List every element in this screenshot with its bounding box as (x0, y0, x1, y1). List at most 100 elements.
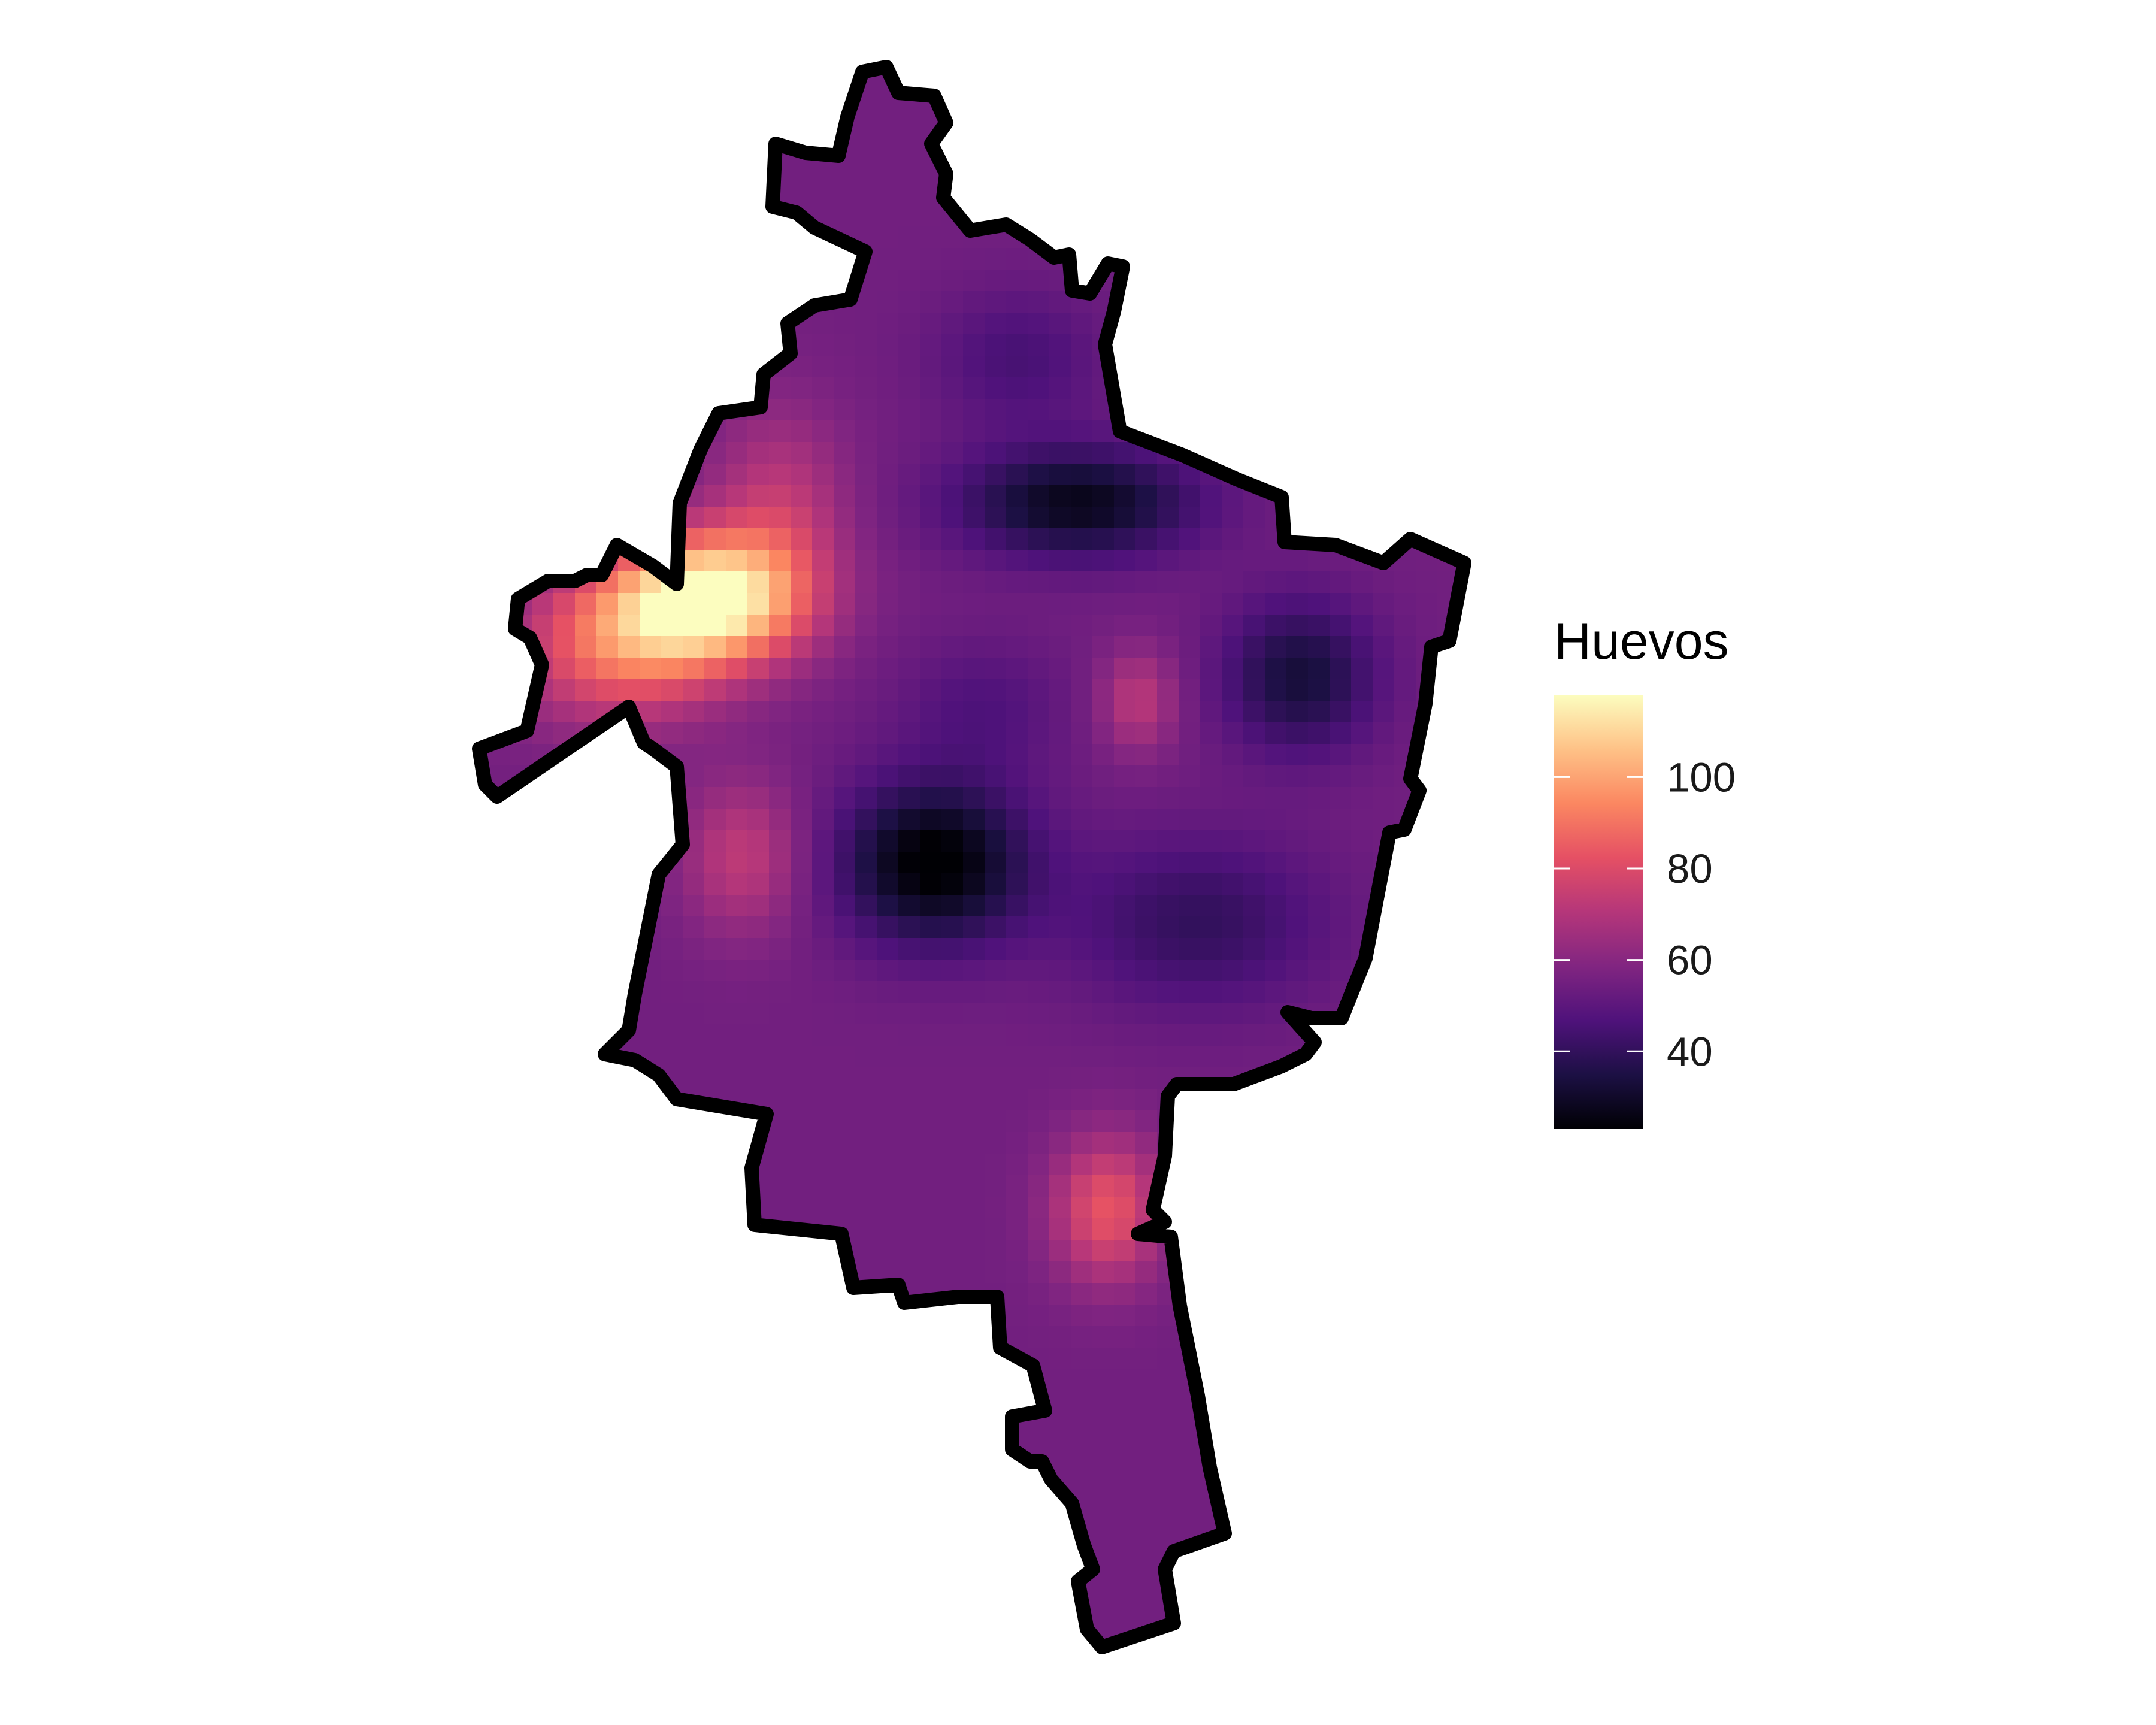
heatmap-cell (618, 1455, 640, 1478)
heatmap-cell (575, 183, 597, 205)
heatmap-cell (1028, 1240, 1050, 1262)
heatmap-cell (812, 248, 834, 270)
heatmap-cell (1459, 744, 1464, 766)
heatmap-cell (1308, 550, 1330, 572)
heatmap-cell (1006, 528, 1028, 550)
heatmap-cell (812, 852, 834, 874)
heatmap-cell (791, 485, 813, 507)
heatmap-cell (1179, 895, 1201, 917)
heatmap-cell (1114, 765, 1136, 788)
heatmap-cell (1006, 1477, 1028, 1499)
heatmap-cell (769, 1650, 791, 1672)
heatmap-cell (575, 895, 597, 917)
heatmap-cell (920, 744, 942, 766)
heatmap-cell (1394, 162, 1416, 184)
heatmap-cell (1394, 1628, 1416, 1647)
heatmap-cell (661, 679, 683, 701)
heatmap-cell (1394, 75, 1416, 98)
heatmap-cell (1222, 75, 1244, 98)
heatmap-cell (1028, 787, 1050, 809)
heatmap-cell (1028, 420, 1050, 443)
heatmap-cell (1373, 1520, 1395, 1542)
heatmap-cell (479, 593, 489, 615)
heatmap-cell (1222, 1132, 1244, 1154)
heatmap-cell (575, 1046, 597, 1068)
heatmap-cell (553, 1348, 576, 1370)
heatmap-cell (510, 1283, 532, 1305)
heatmap-cell (479, 1585, 489, 1607)
heatmap-cell (479, 1391, 489, 1413)
heatmap-cell (791, 1283, 813, 1305)
heatmap-cell (877, 119, 899, 141)
heatmap-cell (1286, 744, 1309, 766)
heatmap-cell (1157, 1520, 1179, 1542)
heatmap-cell (640, 226, 662, 249)
heatmap-cell (769, 916, 791, 939)
heatmap-cell (596, 1606, 619, 1629)
heatmap-cell (1265, 1218, 1287, 1240)
heatmap-cell (640, 97, 662, 119)
heatmap-cell (834, 528, 856, 550)
heatmap-cell (1459, 1240, 1464, 1262)
heatmap-cell (1092, 183, 1115, 205)
heatmap-cell (1330, 1218, 1352, 1240)
heatmap-cell (1373, 507, 1395, 529)
heatmap-cell (1157, 1391, 1179, 1413)
heatmap-cell (1330, 442, 1352, 464)
heatmap-cell (877, 593, 899, 615)
heatmap-cell (920, 658, 942, 680)
heatmap-cell (941, 809, 964, 831)
heatmap-cell (1179, 550, 1201, 572)
heatmap-cell (941, 1132, 964, 1154)
heatmap-cell (1049, 679, 1071, 701)
heatmap-cell (704, 67, 726, 76)
heatmap-cell (1243, 356, 1265, 378)
heatmap-cell (812, 1003, 834, 1025)
heatmap-cell (791, 1175, 813, 1197)
heatmap-cell (1114, 507, 1136, 529)
heatmap-cell (1114, 1089, 1136, 1111)
heatmap-cell (1006, 1585, 1028, 1607)
heatmap-cell (791, 270, 813, 292)
heatmap-cell (747, 722, 770, 745)
heatmap-cell (941, 442, 964, 464)
heatmap-cell (1243, 1520, 1265, 1542)
heatmap-cell (553, 485, 576, 507)
heatmap-cell (898, 1089, 920, 1111)
heatmap-cell (769, 1434, 791, 1456)
heatmap-cell (596, 140, 619, 162)
heatmap-cell (1286, 119, 1309, 141)
heatmap-cell (1243, 960, 1265, 982)
heatmap-cell (747, 916, 770, 939)
heatmap-cell (1330, 787, 1352, 809)
heatmap-cell (1049, 873, 1071, 895)
heatmap-cell (553, 615, 576, 637)
heatmap-cell (618, 1305, 640, 1327)
heatmap-cell (769, 1197, 791, 1219)
heatmap-cell (920, 1455, 942, 1478)
heatmap-cell (683, 1154, 705, 1176)
heatmap-cell (596, 420, 619, 443)
heatmap-cell (855, 1542, 877, 1564)
heatmap-cell (1071, 334, 1093, 356)
heatmap-cell (1394, 938, 1416, 960)
heatmap-cell (532, 1003, 554, 1025)
heatmap-cell (898, 205, 920, 227)
heatmap-cell (1265, 722, 1287, 745)
heatmap-cell (618, 67, 640, 76)
heatmap-cell (510, 916, 532, 939)
heatmap-cell (1243, 1132, 1265, 1154)
heatmap-cell (726, 701, 748, 723)
heatmap-cell (1351, 1434, 1373, 1456)
heatmap-cell (596, 97, 619, 119)
heatmap-cell (1243, 528, 1265, 550)
heatmap-cell (553, 528, 576, 550)
heatmap-cell (877, 1046, 899, 1068)
heatmap-cell (1028, 1175, 1050, 1197)
heatmap-cell (1416, 571, 1438, 594)
heatmap-cell (1049, 830, 1071, 852)
heatmap-cell (898, 1348, 920, 1370)
heatmap-cell (1222, 916, 1244, 939)
heatmap-cell (1330, 1520, 1352, 1542)
heatmap-cell (985, 1434, 1007, 1456)
